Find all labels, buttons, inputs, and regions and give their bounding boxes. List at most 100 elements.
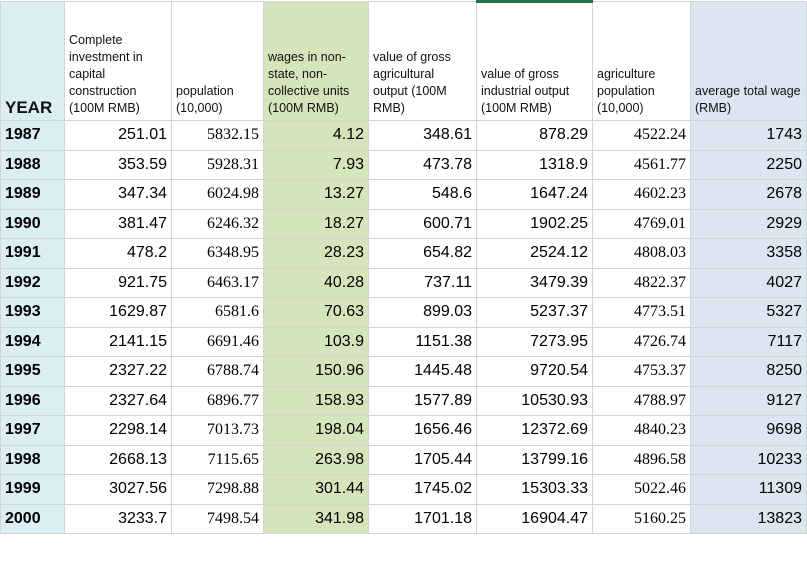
cell-year[interactable]: 1991: [0, 238, 65, 269]
cell-avg-wage[interactable]: 2678: [690, 179, 807, 210]
cell-year[interactable]: 1993: [0, 297, 65, 328]
cell-population[interactable]: 6896.77: [171, 385, 264, 416]
cell-wages[interactable]: 70.63: [263, 297, 369, 328]
cell-agri-output[interactable]: 348.61: [368, 120, 477, 151]
cell-avg-wage[interactable]: 8250: [690, 356, 807, 387]
cell-industrial-output[interactable]: 10530.93: [476, 385, 593, 416]
cell-population[interactable]: 6691.46: [171, 326, 264, 357]
cell-wages[interactable]: 198.04: [263, 415, 369, 446]
cell-industrial-output[interactable]: 7273.95: [476, 326, 593, 357]
cell-agri-output[interactable]: 1151.38: [368, 326, 477, 357]
cell-industrial-output[interactable]: 9720.54: [476, 356, 593, 387]
cell-agri-population[interactable]: 4808.03: [592, 238, 691, 269]
cell-population[interactable]: 6463.17: [171, 267, 264, 298]
cell-population[interactable]: 7498.54: [171, 503, 264, 534]
cell-avg-wage[interactable]: 4027: [690, 267, 807, 298]
header-cell-year[interactable]: YEAR: [0, 1, 65, 121]
cell-industrial-output[interactable]: 2524.12: [476, 238, 593, 269]
cell-investment[interactable]: 921.75: [64, 267, 172, 298]
cell-avg-wage[interactable]: 11309: [690, 474, 807, 505]
cell-agri-output[interactable]: 548.6: [368, 179, 477, 210]
cell-industrial-output[interactable]: 5237.37: [476, 297, 593, 328]
cell-avg-wage[interactable]: 1743: [690, 120, 807, 151]
cell-year[interactable]: 1989: [0, 179, 65, 210]
cell-agri-population[interactable]: 5022.46: [592, 474, 691, 505]
cell-agri-population[interactable]: 4788.97: [592, 385, 691, 416]
cell-industrial-output[interactable]: 1902.25: [476, 208, 593, 239]
cell-avg-wage[interactable]: 9698: [690, 415, 807, 446]
cell-agri-output[interactable]: 1701.18: [368, 503, 477, 534]
header-cell-industrial-output[interactable]: value of gross industrial output (100M R…: [476, 0, 593, 121]
cell-avg-wage[interactable]: 13823: [690, 503, 807, 534]
header-cell-investment[interactable]: Complete investment in capital construct…: [64, 1, 172, 121]
cell-industrial-output[interactable]: 16904.47: [476, 503, 593, 534]
cell-year[interactable]: 1997: [0, 415, 65, 446]
cell-agri-population[interactable]: 4822.37: [592, 267, 691, 298]
cell-wages[interactable]: 13.27: [263, 179, 369, 210]
cell-wages[interactable]: 18.27: [263, 208, 369, 239]
cell-year[interactable]: 1992: [0, 267, 65, 298]
header-cell-agri-population[interactable]: agriculture population (10,000): [592, 1, 691, 121]
cell-year[interactable]: 1994: [0, 326, 65, 357]
cell-agri-output[interactable]: 899.03: [368, 297, 477, 328]
cell-agri-population[interactable]: 4753.37: [592, 356, 691, 387]
cell-industrial-output[interactable]: 13799.16: [476, 444, 593, 475]
header-cell-population[interactable]: population (10,000): [171, 1, 264, 121]
cell-agri-population[interactable]: 4896.58: [592, 444, 691, 475]
cell-investment[interactable]: 3027.56: [64, 474, 172, 505]
cell-agri-population[interactable]: 4561.77: [592, 149, 691, 180]
cell-agri-output[interactable]: 1656.46: [368, 415, 477, 446]
cell-agri-population[interactable]: 4769.01: [592, 208, 691, 239]
cell-avg-wage[interactable]: 10233: [690, 444, 807, 475]
cell-wages[interactable]: 40.28: [263, 267, 369, 298]
cell-investment[interactable]: 381.47: [64, 208, 172, 239]
cell-investment[interactable]: 3233.7: [64, 503, 172, 534]
cell-population[interactable]: 5928.31: [171, 149, 264, 180]
cell-wages[interactable]: 103.9: [263, 326, 369, 357]
cell-year[interactable]: 1999: [0, 474, 65, 505]
cell-population[interactable]: 7298.88: [171, 474, 264, 505]
cell-agri-output[interactable]: 1705.44: [368, 444, 477, 475]
cell-agri-population[interactable]: 5160.25: [592, 503, 691, 534]
cell-population[interactable]: 7013.73: [171, 415, 264, 446]
cell-investment[interactable]: 478.2: [64, 238, 172, 269]
cell-agri-population[interactable]: 4522.24: [592, 120, 691, 151]
cell-population[interactable]: 7115.65: [171, 444, 264, 475]
cell-agri-output[interactable]: 737.11: [368, 267, 477, 298]
cell-avg-wage[interactable]: 5327: [690, 297, 807, 328]
cell-wages[interactable]: 28.23: [263, 238, 369, 269]
cell-year[interactable]: 1996: [0, 385, 65, 416]
cell-wages[interactable]: 158.93: [263, 385, 369, 416]
cell-agri-output[interactable]: 654.82: [368, 238, 477, 269]
cell-agri-population[interactable]: 4726.74: [592, 326, 691, 357]
cell-investment[interactable]: 2141.15: [64, 326, 172, 357]
cell-agri-population[interactable]: 4602.23: [592, 179, 691, 210]
cell-avg-wage[interactable]: 2250: [690, 149, 807, 180]
cell-population[interactable]: 6246.32: [171, 208, 264, 239]
cell-avg-wage[interactable]: 2929: [690, 208, 807, 239]
cell-agri-output[interactable]: 1577.89: [368, 385, 477, 416]
cell-investment[interactable]: 251.01: [64, 120, 172, 151]
cell-population[interactable]: 6024.98: [171, 179, 264, 210]
cell-year[interactable]: 1988: [0, 149, 65, 180]
cell-wages[interactable]: 263.98: [263, 444, 369, 475]
cell-investment[interactable]: 347.34: [64, 179, 172, 210]
cell-wages[interactable]: 150.96: [263, 356, 369, 387]
cell-population[interactable]: 6348.95: [171, 238, 264, 269]
cell-year[interactable]: 1987: [0, 120, 65, 151]
cell-wages[interactable]: 7.93: [263, 149, 369, 180]
cell-avg-wage[interactable]: 3358: [690, 238, 807, 269]
cell-year[interactable]: 1990: [0, 208, 65, 239]
cell-population[interactable]: 5832.15: [171, 120, 264, 151]
header-cell-avg-wage[interactable]: average total wage (RMB): [690, 1, 807, 121]
header-cell-wages[interactable]: wages in non-state, non-collective units…: [263, 1, 369, 121]
cell-agri-output[interactable]: 473.78: [368, 149, 477, 180]
cell-investment[interactable]: 2668.13: [64, 444, 172, 475]
cell-industrial-output[interactable]: 3479.39: [476, 267, 593, 298]
cell-industrial-output[interactable]: 15303.33: [476, 474, 593, 505]
cell-year[interactable]: 1995: [0, 356, 65, 387]
cell-year[interactable]: 2000: [0, 503, 65, 534]
cell-industrial-output[interactable]: 1647.24: [476, 179, 593, 210]
cell-year[interactable]: 1998: [0, 444, 65, 475]
cell-investment[interactable]: 2327.22: [64, 356, 172, 387]
